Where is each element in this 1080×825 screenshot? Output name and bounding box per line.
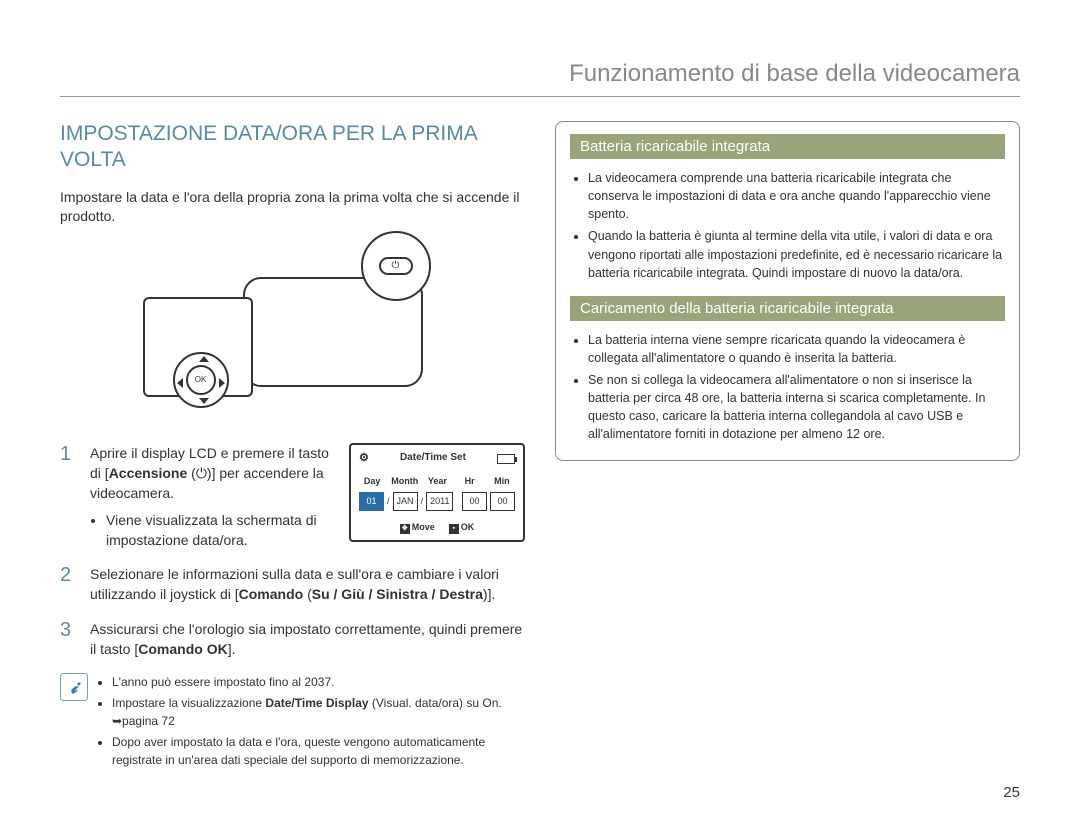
lcd-col-hr: Hr: [457, 475, 483, 488]
info-item: La batteria interna viene sempre ricaric…: [588, 331, 1005, 367]
info-item: La videocamera comprende una batteria ri…: [588, 169, 1005, 223]
step-number: 2: [60, 564, 78, 605]
info-heading-charging: Caricamento della batteria ricaricabile …: [570, 296, 1005, 321]
lcd-col-year: Year: [424, 475, 450, 488]
info-list: La videocamera comprende una batteria ri…: [588, 169, 1005, 282]
lcd-ok: OK: [461, 522, 475, 532]
note-list: L'anno può essere impostato fino al 2037…: [98, 673, 525, 772]
note-item: Dopo aver impostato la data e l'ora, que…: [112, 733, 525, 769]
content-columns: IMPOSTAZIONE DATA/ORA PER LA PRIMA VOLTA…: [60, 121, 1020, 772]
lcd-col-month: Month: [391, 475, 418, 488]
section-heading: IMPOSTAZIONE DATA/ORA PER LA PRIMA VOLTA: [60, 121, 525, 174]
battery-icon: [497, 454, 515, 464]
step-text: (: [303, 586, 312, 602]
lcd-val-month: JAN: [393, 492, 418, 511]
lcd-val-day: 01: [359, 492, 384, 511]
step-1: 1 ⚙ Date/Time Set Day Month Year Hr Min: [60, 443, 525, 550]
step-text: )].: [483, 586, 495, 602]
step-body: ⚙ Date/Time Set Day Month Year Hr Min 01…: [90, 443, 525, 550]
info-list: La batteria interna viene sempre ricaric…: [588, 331, 1005, 444]
step-text: ].: [228, 641, 236, 657]
step-body: Assicurarsi che l'orologio sia impostato…: [90, 619, 525, 660]
lcd-val-hr: 00: [462, 492, 487, 511]
camera-illustration: ⏻ OK: [143, 237, 443, 427]
step-number: 3: [60, 619, 78, 660]
left-column: IMPOSTAZIONE DATA/ORA PER LA PRIMA VOLTA…: [60, 121, 525, 772]
step-2: 2 Selezionare le informazioni sulla data…: [60, 564, 525, 605]
note-item: Impostare la visualizzazione Date/Time D…: [112, 694, 525, 730]
note-item: L'anno può essere impostato fino al 2037…: [112, 673, 525, 691]
note-block: 𝓲 L'anno può essere impostato fino al 20…: [60, 673, 525, 772]
lcd-title: Date/Time Set: [400, 451, 466, 466]
intro-text: Impostare la data e l'ora della propria …: [60, 188, 525, 227]
step-number: 1: [60, 443, 78, 550]
lcd-move: Move: [412, 522, 435, 532]
power-icon: ⏻: [379, 257, 413, 275]
page-number: 25: [1003, 784, 1020, 801]
gear-icon: ⚙: [359, 451, 369, 467]
step-text-bold: Accensione: [109, 465, 188, 481]
right-column: Batteria ricaricabile integrata La video…: [555, 121, 1020, 772]
lcd-col-day: Day: [359, 475, 385, 488]
power-icon-inline: ⏻: [196, 465, 207, 481]
ok-button-icon: OK: [186, 365, 216, 395]
note-text-bold: Date/Time Display: [265, 696, 368, 710]
move-key-icon: ✥: [400, 524, 410, 534]
step-text-bold: Su / Giù / Sinistra / Destra: [312, 586, 483, 602]
lcd-col-min: Min: [489, 475, 515, 488]
step-text-bold: Comando: [239, 586, 304, 602]
step-text-bold: Comando OK: [138, 641, 227, 657]
lcd-datetime-screen: ⚙ Date/Time Set Day Month Year Hr Min 01…: [349, 443, 525, 542]
lcd-sep: /: [421, 495, 424, 508]
joystick-callout: OK: [173, 352, 229, 408]
info-box: Batteria ricaricabile integrata La video…: [555, 121, 1020, 461]
note-icon: 𝓲: [60, 673, 88, 701]
lcd-sep: /: [387, 495, 390, 508]
ok-key-icon: ▪: [449, 524, 459, 534]
step-text: (: [187, 465, 196, 481]
step-3: 3 Assicurarsi che l'orologio sia imposta…: [60, 619, 525, 660]
lcd-val-year: 2011: [426, 492, 453, 511]
info-heading-battery: Batteria ricaricabile integrata: [570, 134, 1005, 159]
lcd-val-min: 00: [490, 492, 515, 511]
power-button-callout: ⏻: [361, 231, 431, 301]
note-text: Impostare la visualizzazione: [112, 696, 265, 710]
info-item: Quando la batteria è giunta al termine d…: [588, 227, 1005, 281]
step-body: Selezionare le informazioni sulla data e…: [90, 564, 525, 605]
page-header: Funzionamento di base della videocamera: [60, 60, 1020, 97]
info-item: Se non si collega la videocamera all'ali…: [588, 371, 1005, 444]
